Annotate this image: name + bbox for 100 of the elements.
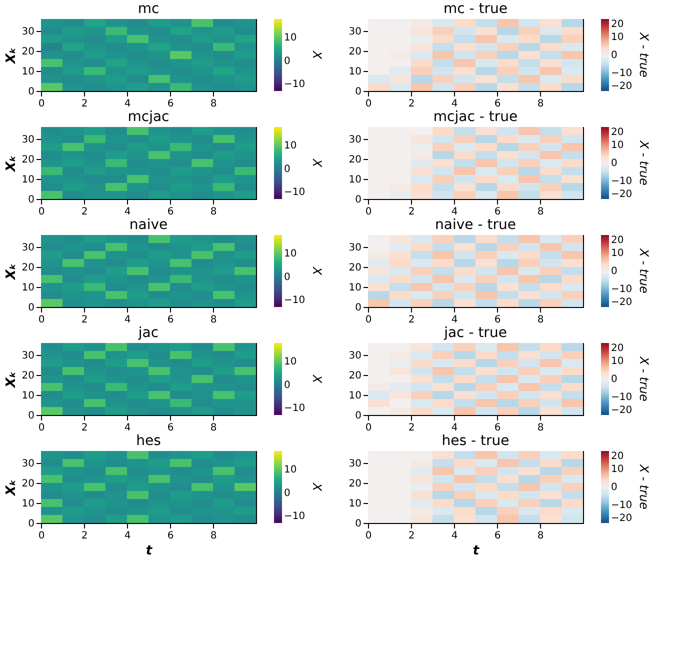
color-bar-title: X - true [637, 356, 651, 402]
color-bar-title: X [310, 50, 324, 60]
x-tick-label: 2 [408, 314, 415, 326]
color-bar-label: 20 [611, 451, 624, 462]
x-tick-label: 2 [408, 98, 415, 110]
chart-title: hes - true [442, 433, 510, 449]
chart-title: hes [136, 433, 161, 449]
x-tick-label: 6 [167, 422, 174, 434]
color-bar-label: 10 [284, 32, 297, 44]
x-tick-label: 6 [494, 98, 501, 110]
y-tick-label: 10 [348, 66, 362, 78]
x-tick-label: 0 [365, 314, 372, 326]
y-tick-label: 20 [348, 154, 362, 166]
y-tick-label: 20 [348, 478, 362, 490]
color-bar-label: 10 [284, 356, 297, 368]
y-tick-label: 30 [22, 458, 34, 470]
x-tick-label: 0 [38, 530, 45, 542]
x-tick-label: 2 [81, 98, 88, 110]
color-bar-label: −20 [611, 405, 632, 416]
color-bar-label: −20 [611, 81, 632, 92]
color-bar-label: 20 [611, 343, 624, 354]
y-tick-label: 0 [355, 518, 362, 530]
x-tick-label: 0 [38, 206, 45, 218]
y-axis-title: Xₖ [4, 263, 19, 281]
x-tick-label: 4 [451, 314, 458, 326]
color-bar-label: 10 [611, 356, 624, 367]
color-bar-label: 0 [611, 266, 618, 277]
chart-title: mcjac [128, 109, 170, 125]
color-bar-label: −20 [611, 297, 632, 308]
x-tick-label: 4 [124, 530, 131, 542]
y-tick-label: 20 [22, 154, 34, 166]
x-tick-label: 4 [124, 98, 131, 110]
x-tick-label: 4 [451, 206, 458, 218]
color-bar-label: 10 [284, 140, 297, 152]
x-tick-label: 6 [494, 314, 501, 326]
color-bar-label: 20 [611, 235, 624, 246]
color-bar-title: X [310, 266, 324, 276]
y-tick-label: 0 [28, 86, 34, 98]
y-tick-label: 0 [28, 518, 34, 530]
chart-title: mcjac - true [433, 109, 518, 125]
color-bar-label: 0 [284, 272, 290, 283]
x-tick-label: 2 [81, 314, 88, 326]
x-tick-label: 8 [537, 206, 544, 218]
x-tick-label: 2 [408, 530, 415, 542]
x-tick-label: 8 [210, 98, 217, 110]
y-tick-label: 30 [348, 26, 362, 38]
x-tick-label: 8 [537, 314, 544, 326]
color-bar-label: −20 [611, 189, 632, 200]
x-tick-label: 8 [210, 530, 217, 542]
x-tick-label: 8 [210, 206, 217, 218]
x-tick-label: 0 [365, 206, 372, 218]
x-tick-label: 4 [124, 422, 131, 434]
y-tick-label: 30 [348, 134, 362, 146]
chart-title: mc [138, 1, 160, 17]
x-tick-label: 0 [365, 422, 372, 434]
y-tick-label: 10 [22, 174, 34, 186]
y-tick-label: 0 [355, 410, 362, 422]
y-tick-label: 0 [28, 410, 34, 422]
y-tick-label: 10 [22, 282, 34, 294]
x-tick-label: 6 [167, 530, 174, 542]
color-bar-title: X [310, 158, 324, 168]
x-tick-label: 0 [38, 98, 45, 110]
x-tick-label: 2 [408, 422, 415, 434]
color-bar-label: 20 [611, 19, 624, 30]
chart-title: naive [129, 217, 168, 233]
color-bar-label: −10 [284, 511, 306, 522]
y-tick-label: 30 [22, 350, 34, 362]
x-tick-label: 6 [167, 314, 174, 326]
y-tick-label: 30 [348, 458, 362, 470]
color-bar-label: 10 [284, 464, 297, 476]
y-tick-label: 0 [28, 302, 34, 314]
color-bar-label: 0 [284, 488, 290, 499]
color-bar-label: −10 [611, 392, 632, 403]
x-tick-label: 0 [365, 98, 372, 110]
x-axis-title: t [472, 544, 480, 558]
y-tick-label: 20 [348, 262, 362, 274]
color-bar-label: −10 [284, 187, 306, 198]
color-bar-title: X - true [637, 248, 651, 294]
x-tick-label: 0 [38, 314, 45, 326]
y-axis-title: Xₖ [4, 479, 19, 497]
color-bar-label: 10 [284, 248, 297, 260]
y-tick-label: 30 [348, 242, 362, 254]
y-axis-title: Xₖ [4, 371, 19, 389]
x-tick-label: 4 [124, 314, 131, 326]
x-tick-label: 4 [124, 206, 131, 218]
y-tick-label: 20 [348, 370, 362, 382]
color-bar-label: 0 [611, 482, 618, 493]
chart-title: jac [137, 325, 159, 341]
x-tick-label: 2 [81, 422, 88, 434]
color-bar-title: X [310, 374, 324, 384]
color-bar-title: X - true [637, 32, 651, 78]
color-bar-label: 10 [611, 32, 624, 43]
y-tick-label: 30 [22, 134, 34, 146]
y-tick-label: 30 [22, 26, 34, 38]
x-tick-label: 8 [537, 98, 544, 110]
x-tick-label: 0 [365, 530, 372, 542]
x-axis-title: t [146, 544, 153, 558]
color-bar-label: 0 [611, 50, 618, 61]
color-bar-label: −10 [611, 284, 632, 295]
y-axis-title: Xₖ [4, 47, 19, 65]
